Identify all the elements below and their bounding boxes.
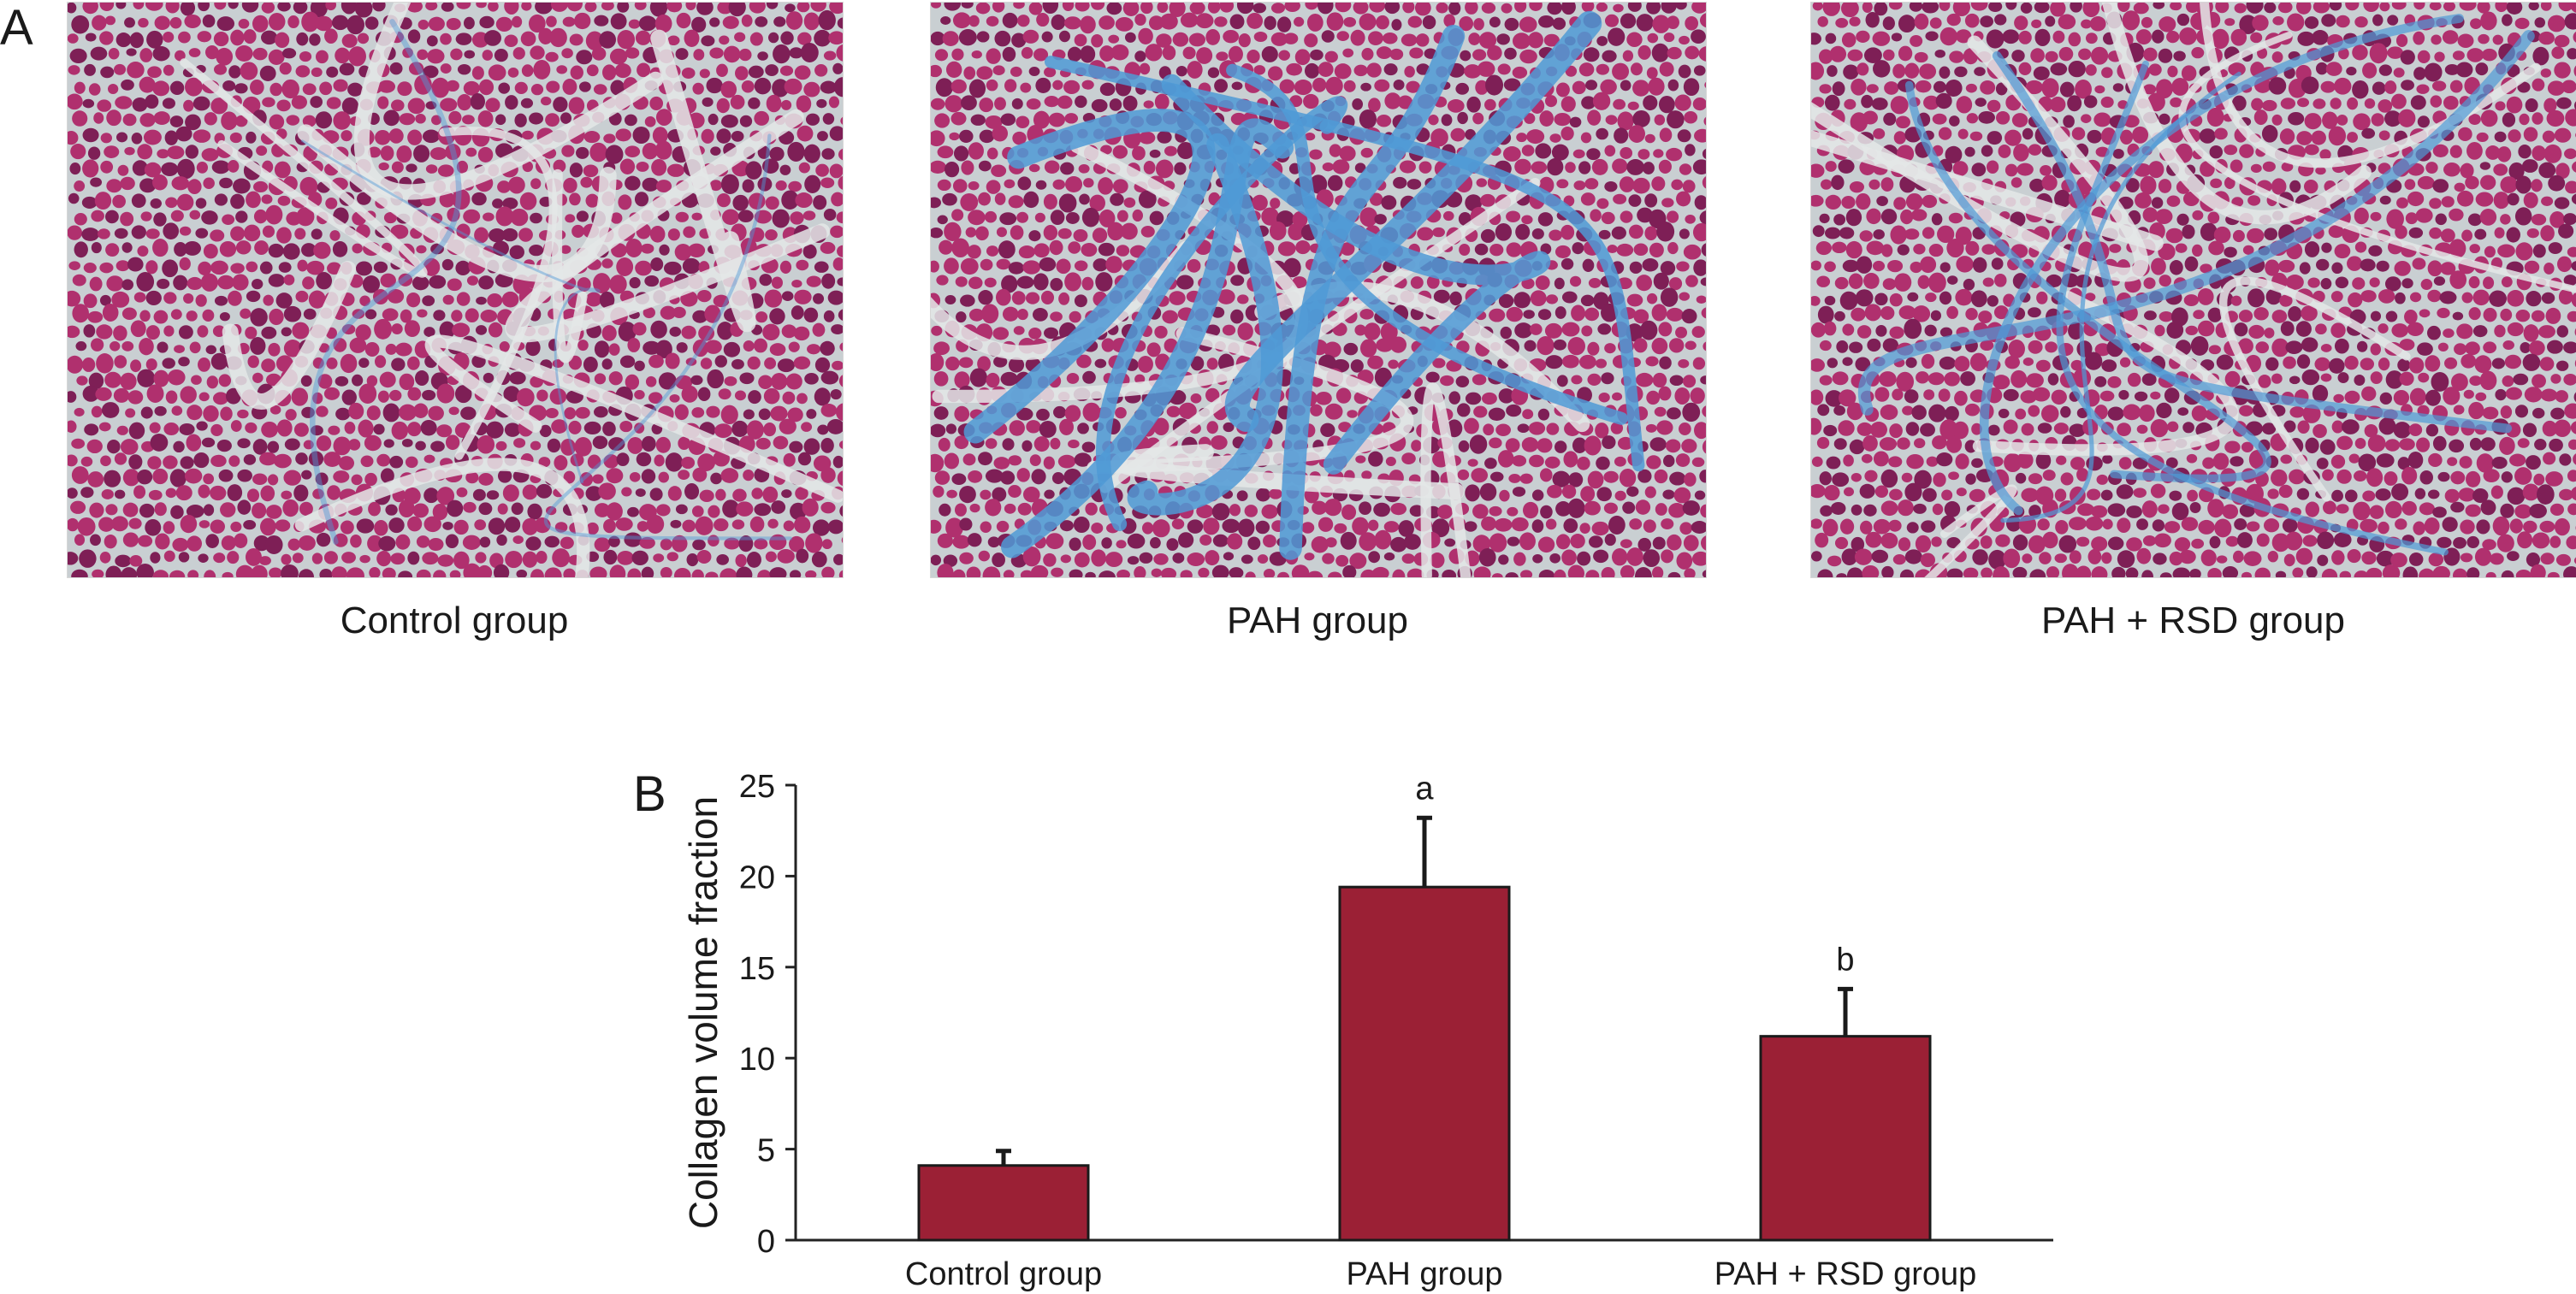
bar (1338, 885, 1511, 1242)
collagen-fibers (301, 19, 793, 545)
caption-pah: PAH group (1227, 600, 1408, 641)
collagen-fibers (1857, 14, 2535, 556)
septa (180, 3, 843, 577)
muscle-fibers (68, 3, 843, 577)
significance-label: b (1836, 942, 1854, 978)
collagen-fibers (963, 10, 1645, 560)
caption-control: Control group (340, 600, 569, 641)
y-tick-label: 0 (757, 1224, 775, 1260)
bar (917, 1164, 1090, 1242)
panel-a-label: A (0, 0, 33, 56)
y-tick-label: 25 (739, 769, 775, 805)
y-axis-title: Collagen volume fraction (681, 796, 725, 1229)
y-tick-label: 10 (739, 1042, 775, 1078)
tissue-image (68, 3, 843, 577)
bar (1759, 1035, 1932, 1242)
x-category-label: PAH + RSD group (1714, 1256, 1977, 1291)
bar-chart: 0 5 10 15 20 25 Collagen volume fraction Contro… (681, 769, 2053, 1291)
y-tick-label: 20 (739, 860, 775, 895)
x-category-label: Control group (905, 1256, 1102, 1291)
micrograph-control (67, 2, 844, 578)
tissue-image (1811, 3, 2576, 577)
significance-label: a (1415, 771, 1434, 807)
panel-b-label: B (633, 766, 666, 822)
x-category-label: PAH group (1346, 1256, 1502, 1291)
micrograph-pah (930, 2, 1707, 578)
y-tick-label: 15 (739, 951, 775, 987)
micrograph-pah-rsd (1810, 2, 2576, 578)
tissue-image (931, 3, 1706, 577)
y-tick-label: 5 (757, 1133, 775, 1169)
caption-pah-rsd: PAH + RSD group (2040, 600, 2345, 641)
